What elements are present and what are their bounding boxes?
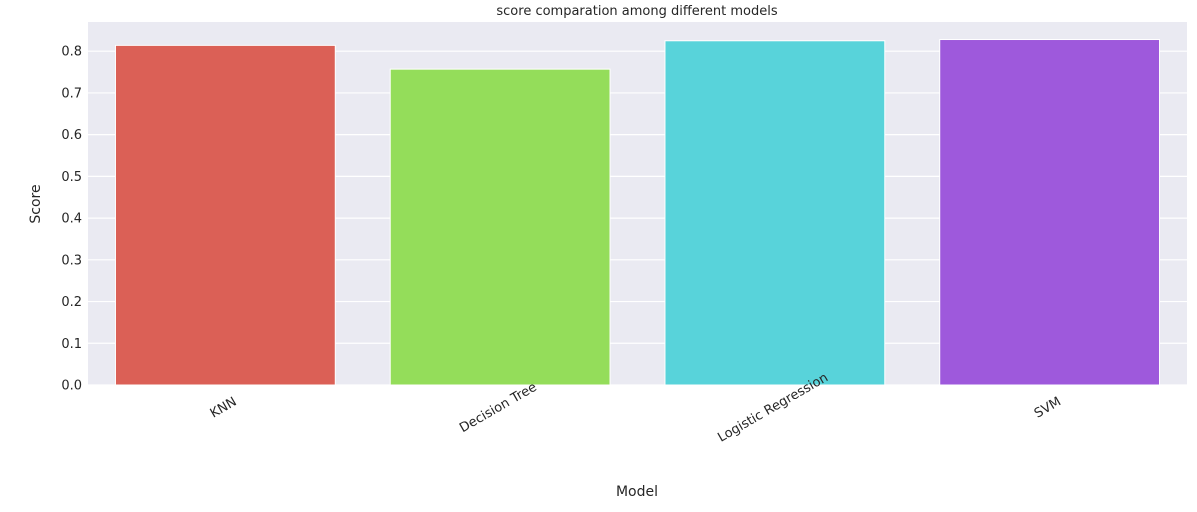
bar-svm [939, 39, 1161, 386]
y-tick-label: 0.0 [61, 379, 82, 394]
y-tick-label: 0.5 [61, 170, 82, 185]
y-tick-label: 0.1 [61, 337, 82, 352]
y-tick-labels: 0.0 0.1 0.2 0.3 0.4 0.5 0.6 0.7 0.8 [61, 45, 82, 394]
y-tick-label: 0.8 [61, 45, 82, 60]
bar-decision-tree [389, 68, 611, 386]
y-tick-label: 0.2 [61, 295, 82, 310]
x-tick-label: Decision Tree [457, 380, 539, 436]
bars [114, 39, 1161, 386]
bar-knn [114, 44, 336, 386]
chart-title: score comparation among different models [496, 4, 777, 19]
y-tick-label: 0.4 [61, 212, 82, 227]
y-tick-label: 0.6 [61, 128, 82, 143]
y-tick-label: 0.7 [61, 86, 82, 101]
y-axis-label: Score [28, 184, 44, 223]
x-tick-label: KNN [208, 394, 240, 421]
x-tick-label: SVM [1032, 394, 1064, 421]
x-axis-label: Model [616, 484, 658, 500]
y-tick-label: 0.3 [61, 253, 82, 268]
bar-logistic-regression [664, 40, 886, 386]
